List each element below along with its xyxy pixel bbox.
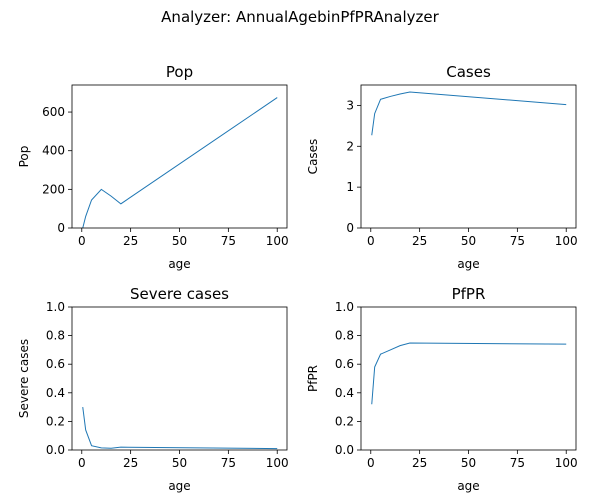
subplot-1: Pop 0 25 50 75 100 0 200 400 600 age Pop [17,63,289,271]
y-tick-label: 1.0 [46,300,65,314]
y-tick-label: 2 [346,139,354,153]
subplot-title: PfPR [452,285,486,303]
y-tick-label: 0.0 [335,443,354,457]
x-tick-label: 50 [461,234,476,248]
x-tick-label: 50 [461,456,476,470]
y-axis-label: Severe cases [17,339,31,418]
y-tick-label: 0.4 [46,386,65,400]
series-line [371,91,567,136]
x-tick-label: 25 [412,456,427,470]
axes-frame [71,84,288,229]
y-axis-label: Cases [306,139,320,175]
y-tick-label: 1 [346,180,354,194]
y-tick-label: 200 [42,182,65,196]
x-axis-label: age [457,257,479,271]
y-tick-label: 0 [346,221,354,235]
y-tick-label: 400 [42,144,65,158]
x-tick-label: 0 [78,456,86,470]
x-axis-label: age [457,479,479,493]
subplot-2: Cases 0 25 50 75 100 0 1 2 3 age Cases [306,63,578,271]
subplot-title: Pop [166,63,193,81]
x-tick-label: 25 [412,234,427,248]
axes-frame [71,306,288,451]
y-tick-label: 0.0 [46,443,65,457]
series-line [371,342,567,405]
x-tick-label: 25 [123,456,138,470]
y-tick-label: 0.2 [335,414,354,428]
figure-title: Analyzer: AnnualAgebinPfPRAnalyzer [161,8,439,26]
subplot-title: Cases [446,63,491,81]
x-tick-label: 75 [510,456,525,470]
x-tick-label: 50 [172,234,187,248]
x-tick-label: 75 [221,234,236,248]
y-tick-label: 1.0 [335,300,354,314]
subplot-title: Severe cases [130,285,229,303]
y-tick-label: 3 [346,98,354,112]
series-line [82,97,278,228]
x-axis-label: age [168,257,190,271]
axes-frame [360,306,577,451]
axes-frame [360,84,577,229]
y-tick-label: 0.8 [335,329,354,343]
x-tick-label: 0 [367,456,375,470]
x-tick-label: 0 [367,234,375,248]
y-axis-label: PfPR [306,365,320,392]
y-tick-label: 0 [57,221,65,235]
subplot-4: PfPR 0 25 50 75 100 0.0 0.2 0.4 0.6 0.8 1.0 age PfPR [306,285,578,493]
x-tick-label: 100 [555,234,578,248]
y-axis-label: Pop [17,146,31,168]
x-tick-label: 25 [123,234,138,248]
y-tick-label: 0.4 [335,386,354,400]
subplot-3: Severe cases 0 25 50 75 100 0.0 0.2 0.4 0.6 0.8 1.0… [17,285,289,493]
x-tick-label: 75 [221,456,236,470]
y-tick-label: 0.8 [46,329,65,343]
y-tick-label: 0.2 [46,414,65,428]
x-tick-label: 75 [510,234,525,248]
y-tick-label: 0.6 [335,357,354,371]
y-tick-label: 600 [42,105,65,119]
x-tick-label: 0 [78,234,86,248]
x-axis-label: age [168,479,190,493]
x-tick-label: 50 [172,456,187,470]
series-line [82,407,278,450]
x-tick-label: 100 [555,456,578,470]
y-tick-label: 0.6 [46,357,65,371]
x-tick-label: 100 [266,234,289,248]
x-tick-label: 100 [266,456,289,470]
